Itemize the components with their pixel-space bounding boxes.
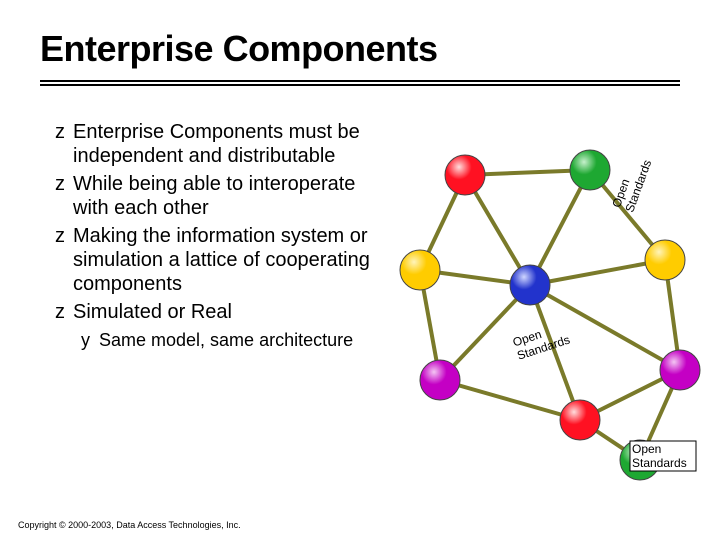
list-item: Simulated or Real — [55, 300, 385, 324]
bullet-list: Enterprise Components must be independen… — [55, 120, 385, 356]
list-item: While being able to interoperate with ea… — [55, 172, 385, 220]
title-rule — [40, 80, 680, 86]
copyright: Copyright © 2000-2003, Data Access Techn… — [18, 520, 241, 530]
list-item: Enterprise Components must be independen… — [55, 120, 385, 168]
sub-bullet-list: Same model, same architecture — [81, 330, 385, 352]
network-svg: OpenStandardsOpenStandardsOpenStandards — [380, 120, 710, 480]
network-diagram: OpenStandardsOpenStandardsOpenStandards — [380, 120, 710, 480]
list-item: Same model, same architecture — [81, 330, 385, 352]
svg-text:Standards: Standards — [632, 456, 687, 470]
list-item: Making the information system or simulat… — [55, 224, 385, 296]
page-title: Enterprise Components — [40, 28, 438, 70]
svg-text:Open: Open — [632, 442, 661, 456]
